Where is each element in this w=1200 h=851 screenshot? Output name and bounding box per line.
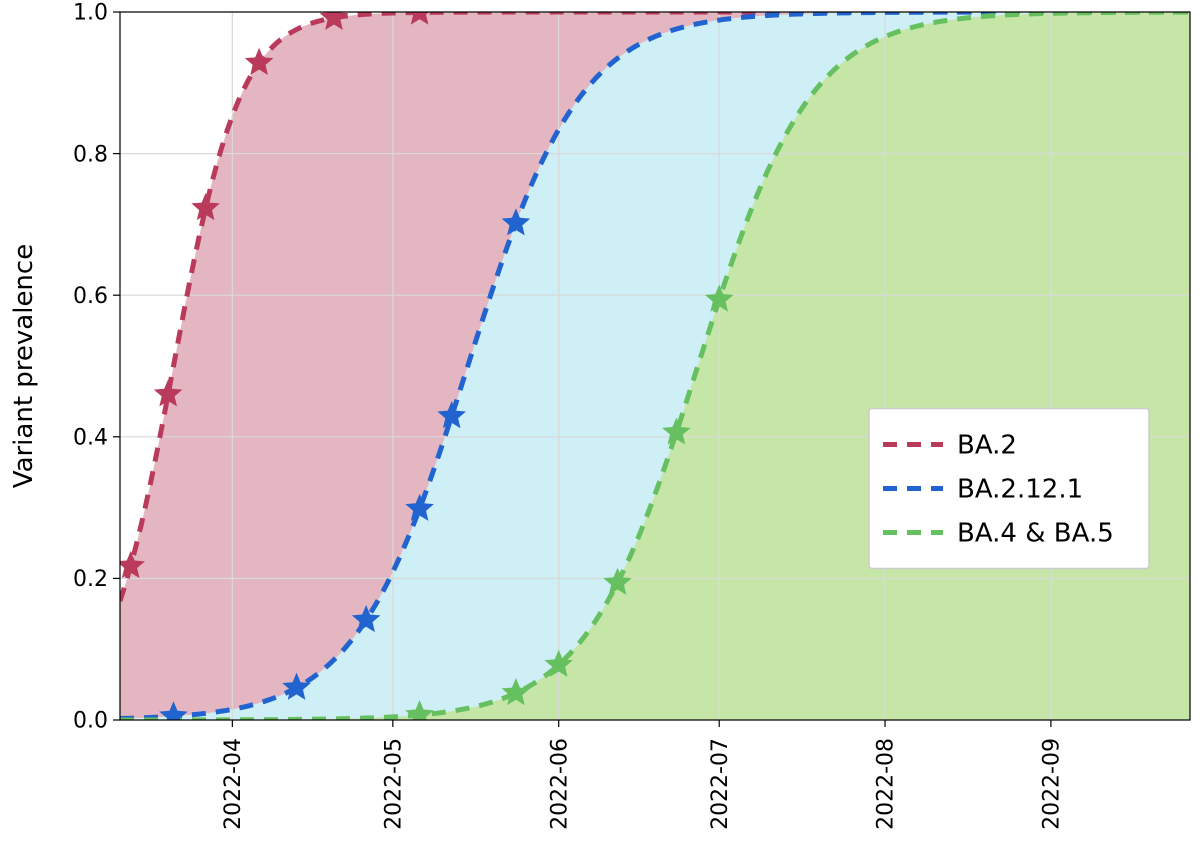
legend-item-label: BA.2.12.1 xyxy=(957,475,1083,505)
x-tick-label: 2022-07 xyxy=(708,738,733,830)
x-tick-label: 2022-09 xyxy=(1040,738,1065,830)
y-tick-label: 0.6 xyxy=(73,284,108,309)
chart-container: 2022-04 2022-05 2022-06 2022-07 2022-08 2022-… xyxy=(0,0,1200,851)
y-tick-label: 0.0 xyxy=(73,709,108,734)
legend: BA.2 BA.2.12.1 BA.4 & BA.5 xyxy=(869,408,1149,568)
y-tick-label: 0.4 xyxy=(73,426,108,451)
x-tick-label: 2022-04 xyxy=(221,738,246,830)
legend-item-label: BA.4 & BA.5 xyxy=(957,519,1114,549)
x-tick-label: 2022-05 xyxy=(382,738,407,830)
y-tick-label: 0.8 xyxy=(73,142,108,167)
variant-prevalence-chart: 2022-04 2022-05 2022-06 2022-07 2022-08 2022-… xyxy=(0,0,1200,851)
x-tick-label: 2022-08 xyxy=(874,738,899,830)
x-tick-label: 2022-06 xyxy=(547,738,572,830)
y-tick-label: 0.2 xyxy=(73,567,108,592)
y-axis-label: Variant prevalence xyxy=(9,244,39,488)
legend-item-label: BA.2 xyxy=(957,431,1017,461)
y-tick-label: 1.0 xyxy=(73,1,108,26)
